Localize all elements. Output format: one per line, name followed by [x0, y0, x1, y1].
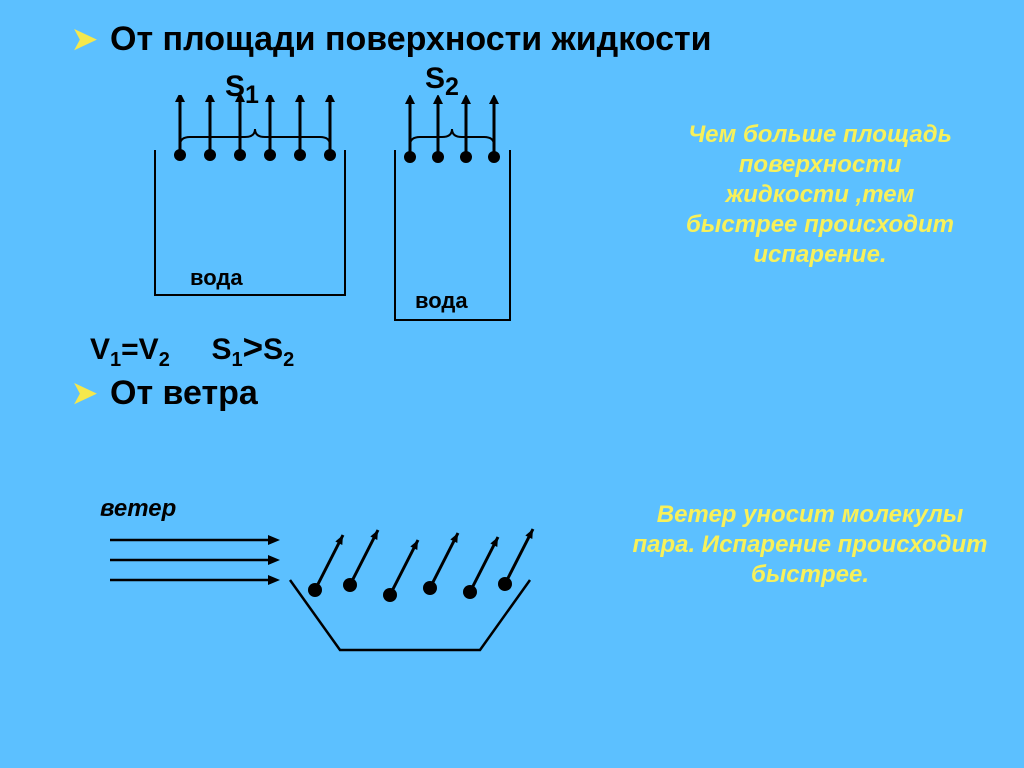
title-surface-area: От площади поверхности жидкости: [110, 20, 712, 59]
wind-diagram: [90, 480, 560, 680]
container-1-water-label: вода: [190, 265, 243, 291]
bullet-2: ➤: [72, 376, 97, 411]
container-1-diagram: [135, 95, 365, 305]
bullet-1: ➤: [72, 22, 97, 57]
explanation-surface-area: Чем больше площадь поверхности жидкости …: [680, 120, 960, 270]
formula: V1=V2 S1>S2: [90, 328, 294, 372]
title-wind: От ветра: [110, 374, 258, 413]
container-2-water-label: вода: [415, 288, 468, 314]
explanation-wind: Ветер уносит молекулы пара. Испарение пр…: [630, 500, 990, 590]
